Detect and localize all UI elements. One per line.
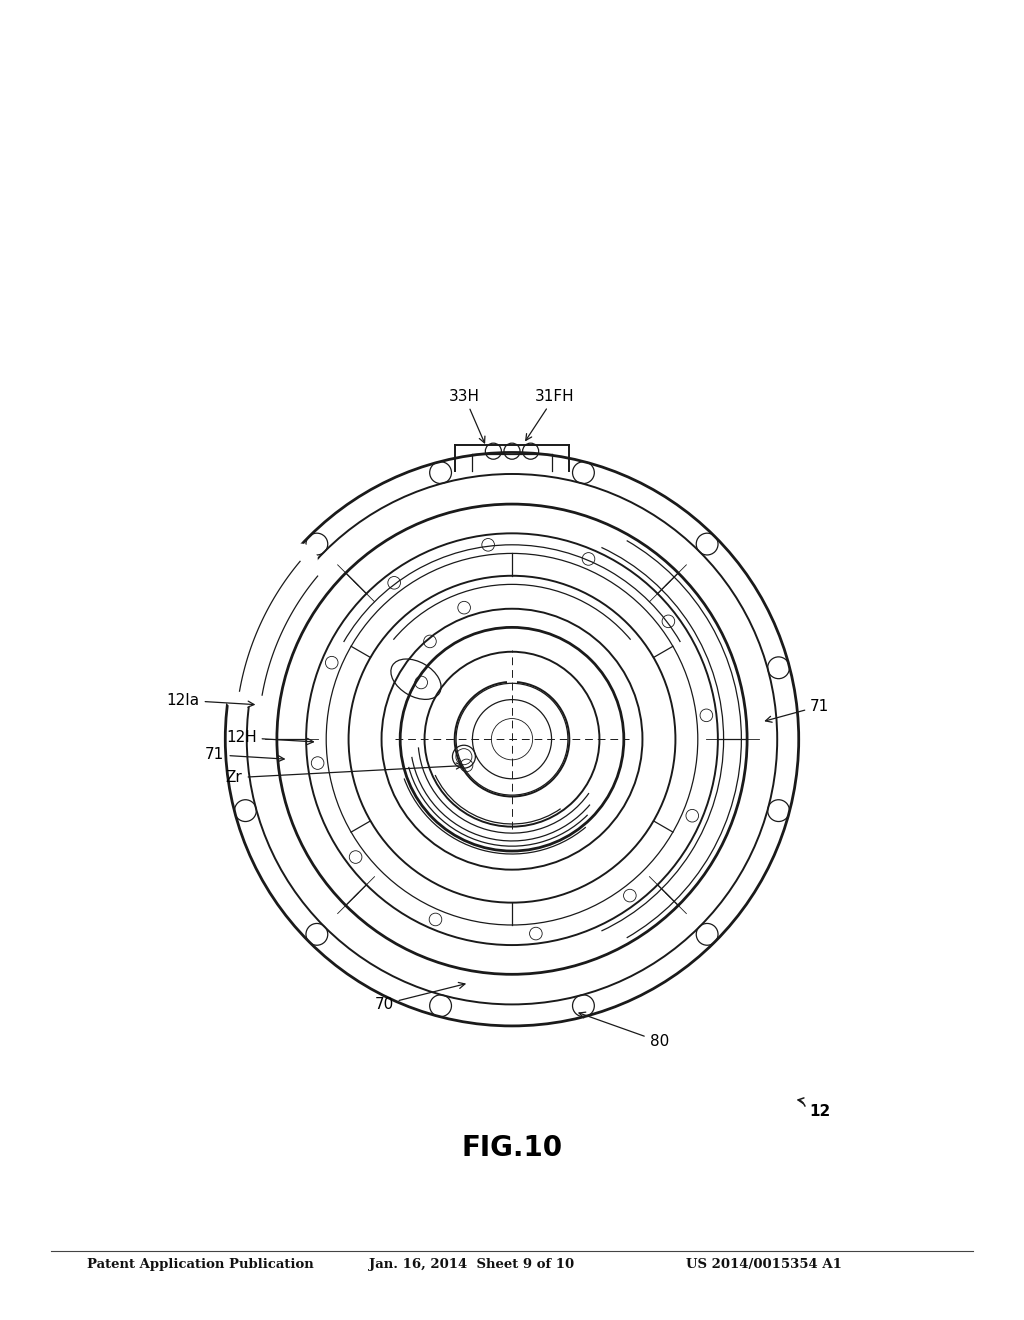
- Text: Jan. 16, 2014  Sheet 9 of 10: Jan. 16, 2014 Sheet 9 of 10: [369, 1258, 573, 1271]
- Text: 71: 71: [205, 747, 285, 762]
- Text: Patent Application Publication: Patent Application Publication: [87, 1258, 313, 1271]
- Text: 33H: 33H: [449, 389, 485, 444]
- Text: 70: 70: [375, 982, 465, 1011]
- Text: Zr: Zr: [226, 763, 463, 785]
- Text: FIG.10: FIG.10: [462, 1134, 562, 1163]
- Text: 71: 71: [766, 698, 829, 722]
- Text: 12Ia: 12Ia: [167, 693, 254, 708]
- Text: 31FH: 31FH: [525, 389, 574, 441]
- Text: 12H: 12H: [226, 730, 313, 744]
- Text: 80: 80: [579, 1012, 669, 1049]
- Text: 12: 12: [809, 1104, 830, 1119]
- Text: US 2014/0015354 A1: US 2014/0015354 A1: [686, 1258, 842, 1271]
